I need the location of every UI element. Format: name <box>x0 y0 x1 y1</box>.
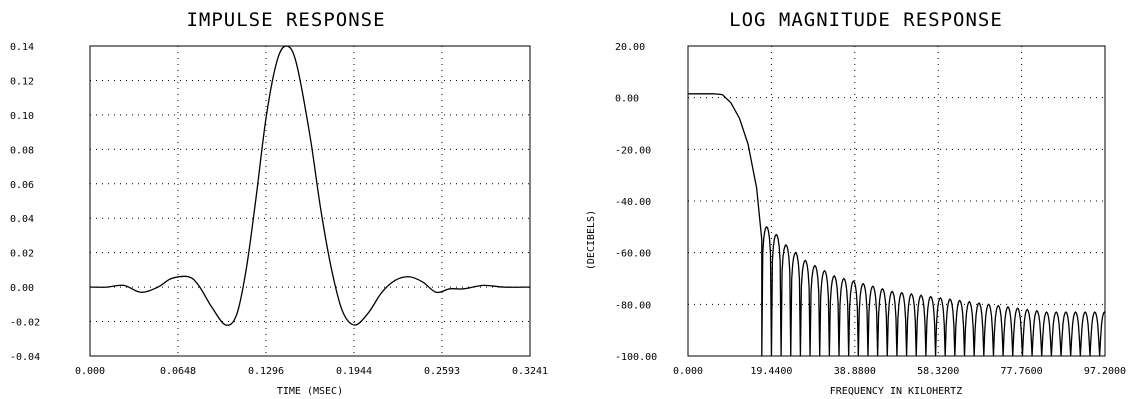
logmag-y-axis-label: (DECIBELS) <box>586 210 597 270</box>
logmag-y-tick-label: 0.00 <box>615 94 639 105</box>
impulse-series-line <box>89 45 531 326</box>
logmag-y-tick-label: -100.00 <box>615 352 657 363</box>
impulse-title: IMPULSE RESPONSE <box>186 9 385 31</box>
impulse-plot-frame <box>89 45 531 357</box>
impulse-y-tick-label: 0.14 <box>10 42 34 53</box>
logmag-y-tick-label: -60.00 <box>615 249 651 260</box>
impulse-x-tick-label: 0.1296 <box>248 366 284 377</box>
logmag-x-tick-label: 97.2000 <box>1084 366 1126 377</box>
logmag-y-tick-label: -20.00 <box>615 145 651 156</box>
impulse-x-tick-label: 0.3241 <box>512 366 548 377</box>
impulse-y-tick-label: 0.08 <box>10 145 34 156</box>
logmag-x-tick-label: 0.000 <box>673 366 703 377</box>
impulse-y-tick-label: 0.10 <box>10 111 34 122</box>
log-magnitude-chart: LOG MAGNITUDE RESPONSE 20.00 0.00 -20.00 -4… <box>586 9 1126 397</box>
impulse-x-tick-label: 0.0648 <box>160 366 196 377</box>
impulse-response-chart: IMPULSE RESPONSE 0.14 0.12 0.10 0.08 0.06 0.0… <box>10 9 548 397</box>
logmag-x-tick-label: 19.4400 <box>750 366 792 377</box>
impulse-x-tick-label: 0.000 <box>75 366 105 377</box>
impulse-x-tick-label: 0.2593 <box>424 366 460 377</box>
logmag-y-tick-label: -80.00 <box>615 300 651 311</box>
logmag-title: LOG MAGNITUDE RESPONSE <box>729 9 1003 31</box>
impulse-y-tick-label: -0.04 <box>10 352 40 363</box>
impulse-y-tick-label: 0.00 <box>10 283 34 294</box>
logmag-y-tick-label: -40.00 <box>615 197 651 208</box>
impulse-y-tick-label: 0.06 <box>10 180 34 191</box>
impulse-x-tick-label: 0.1944 <box>336 366 372 377</box>
logmag-y-tick-label: 20.00 <box>615 42 645 53</box>
logmag-series-line <box>688 93 1106 357</box>
logmag-x-axis-label: FREQUENCY IN KILOHERTZ <box>830 386 962 397</box>
impulse-x-axis-label: TIME (MSEC) <box>277 386 343 397</box>
impulse-y-tick-label: 0.02 <box>10 249 34 260</box>
logmag-x-tick-label: 58.3200 <box>917 366 959 377</box>
logmag-x-tick-label: 38.8800 <box>834 366 876 377</box>
impulse-y-tick-label: -0.02 <box>10 318 40 329</box>
impulse-y-tick-label: 0.04 <box>10 214 34 225</box>
logmag-x-tick-label: 77.7600 <box>1001 366 1043 377</box>
impulse-y-tick-label: 0.12 <box>10 76 34 87</box>
